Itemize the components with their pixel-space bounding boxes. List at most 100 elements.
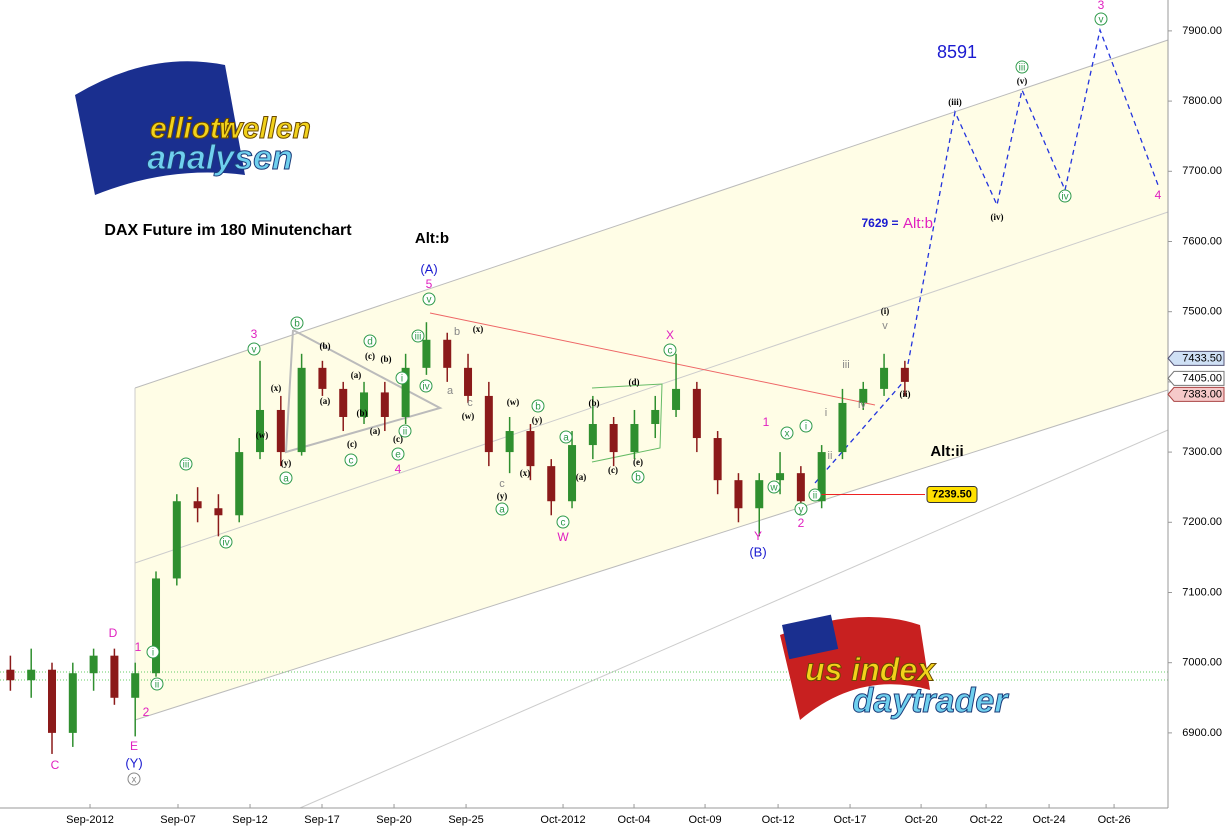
wave-label: (b) (357, 408, 368, 418)
wave-circle (419, 379, 433, 393)
price-tag-bg (1167, 370, 1225, 386)
candle-body (464, 367, 473, 396)
candle-body (172, 501, 181, 579)
x-tick-label: Oct-22 (970, 814, 1003, 826)
wave-label: (w) (507, 397, 520, 407)
candle-body (110, 655, 119, 698)
wave-label: v (882, 320, 888, 332)
logo-text: us index (805, 651, 936, 687)
candle-body (900, 367, 909, 382)
x-tick-label: Sep-17 (304, 814, 339, 826)
wave-label: (c) (393, 434, 403, 444)
wave-label: c (561, 518, 566, 529)
wave-label: (b) (589, 398, 600, 408)
wave-label: 3 (1098, 0, 1105, 12)
candle-body (152, 578, 161, 674)
channel-upper (134, 39, 1169, 389)
candle-body (734, 480, 743, 509)
wave-label: (ii) (900, 389, 911, 399)
wave-circle (395, 371, 409, 385)
logo-bottom: us index daytrader (780, 614, 1010, 720)
candle-body (796, 473, 805, 502)
price-tag: 7405.00 (1182, 372, 1222, 384)
logo-text: wellen (219, 112, 311, 145)
wave-circle (1058, 189, 1072, 203)
wave-label: (y) (497, 491, 508, 501)
channel-fill (135, 40, 1168, 720)
wave-label: Alt:b (903, 215, 933, 232)
wave-label: 4 (1155, 188, 1162, 202)
wave-circle (799, 419, 813, 433)
x-tick-label: Sep-12 (232, 814, 267, 826)
wave-circle (411, 329, 425, 343)
candle-body (193, 501, 202, 509)
wave-label: (A) (420, 261, 437, 276)
candle-body (68, 673, 77, 733)
wave-label: iv (422, 382, 429, 393)
candle-body (547, 466, 556, 502)
wave-circle (559, 430, 573, 444)
x-tick-label: Oct-26 (1098, 814, 1131, 826)
wave-label: b (294, 319, 300, 330)
wave-circle (556, 515, 570, 529)
candle-body (89, 655, 98, 674)
wave-label: 1 (135, 640, 142, 654)
candle-body (256, 409, 265, 453)
candle-body (505, 431, 514, 453)
candle-body (131, 673, 140, 698)
flag-canton (782, 614, 839, 660)
wave-label: iii (183, 460, 190, 471)
candle-body (776, 473, 785, 481)
candle-body (380, 392, 389, 417)
wave-circle (808, 488, 822, 502)
x-tick-label: Oct-04 (618, 814, 651, 826)
price-tag-bg (1167, 350, 1225, 366)
wave-label: 7629 = (861, 216, 898, 230)
wave-label: y (799, 505, 804, 516)
wave-label: a (283, 474, 289, 485)
wave-label: (x) (271, 383, 282, 393)
candle-body (713, 438, 722, 481)
candle-body (214, 508, 223, 516)
x-tick-label: Oct-09 (689, 814, 722, 826)
candle-body (526, 431, 535, 467)
wave-label: (iii) (948, 97, 962, 107)
channel-mid (134, 211, 1169, 564)
candle-body (48, 669, 57, 733)
wave-label: (a) (370, 426, 381, 436)
candle-body (588, 424, 597, 446)
wave-label: W (557, 530, 569, 544)
flag (75, 61, 245, 195)
wave-label: (iv) (991, 212, 1004, 222)
wave-label: a (563, 433, 569, 444)
candle-body (859, 388, 868, 403)
candle-body (235, 452, 244, 516)
wave-label: x (785, 429, 790, 440)
price-tag: 7433.50 (1182, 352, 1222, 364)
y-tick-label: 7500.00 (1182, 306, 1222, 318)
wave-label: (w) (256, 430, 269, 440)
wave-label: c (499, 478, 505, 490)
wave-label: (Y) (125, 755, 142, 770)
wave-label: b (535, 402, 541, 413)
wave-label: Y (754, 529, 762, 543)
wave-label: c (668, 346, 673, 357)
wave-label: (b) (320, 341, 331, 351)
candle-body (276, 409, 285, 453)
x-tick-label: Sep-25 (448, 814, 483, 826)
y-tick-label: 7800.00 (1182, 95, 1222, 107)
price-tag-bg (1167, 386, 1225, 402)
wave-circle (179, 457, 193, 471)
wave-label: iv (858, 399, 866, 411)
wave-label: a (499, 505, 505, 516)
x-tick-label: Oct-24 (1033, 814, 1066, 826)
wave-circle (290, 316, 304, 330)
triangle (284, 329, 443, 454)
candle-body (339, 388, 348, 417)
wave-label: c (467, 397, 473, 409)
wave-label: D (109, 626, 118, 640)
wave-label: ii (813, 491, 817, 502)
wave-label: (d) (629, 377, 640, 387)
candle-body (297, 367, 306, 453)
candle-body (27, 669, 36, 681)
